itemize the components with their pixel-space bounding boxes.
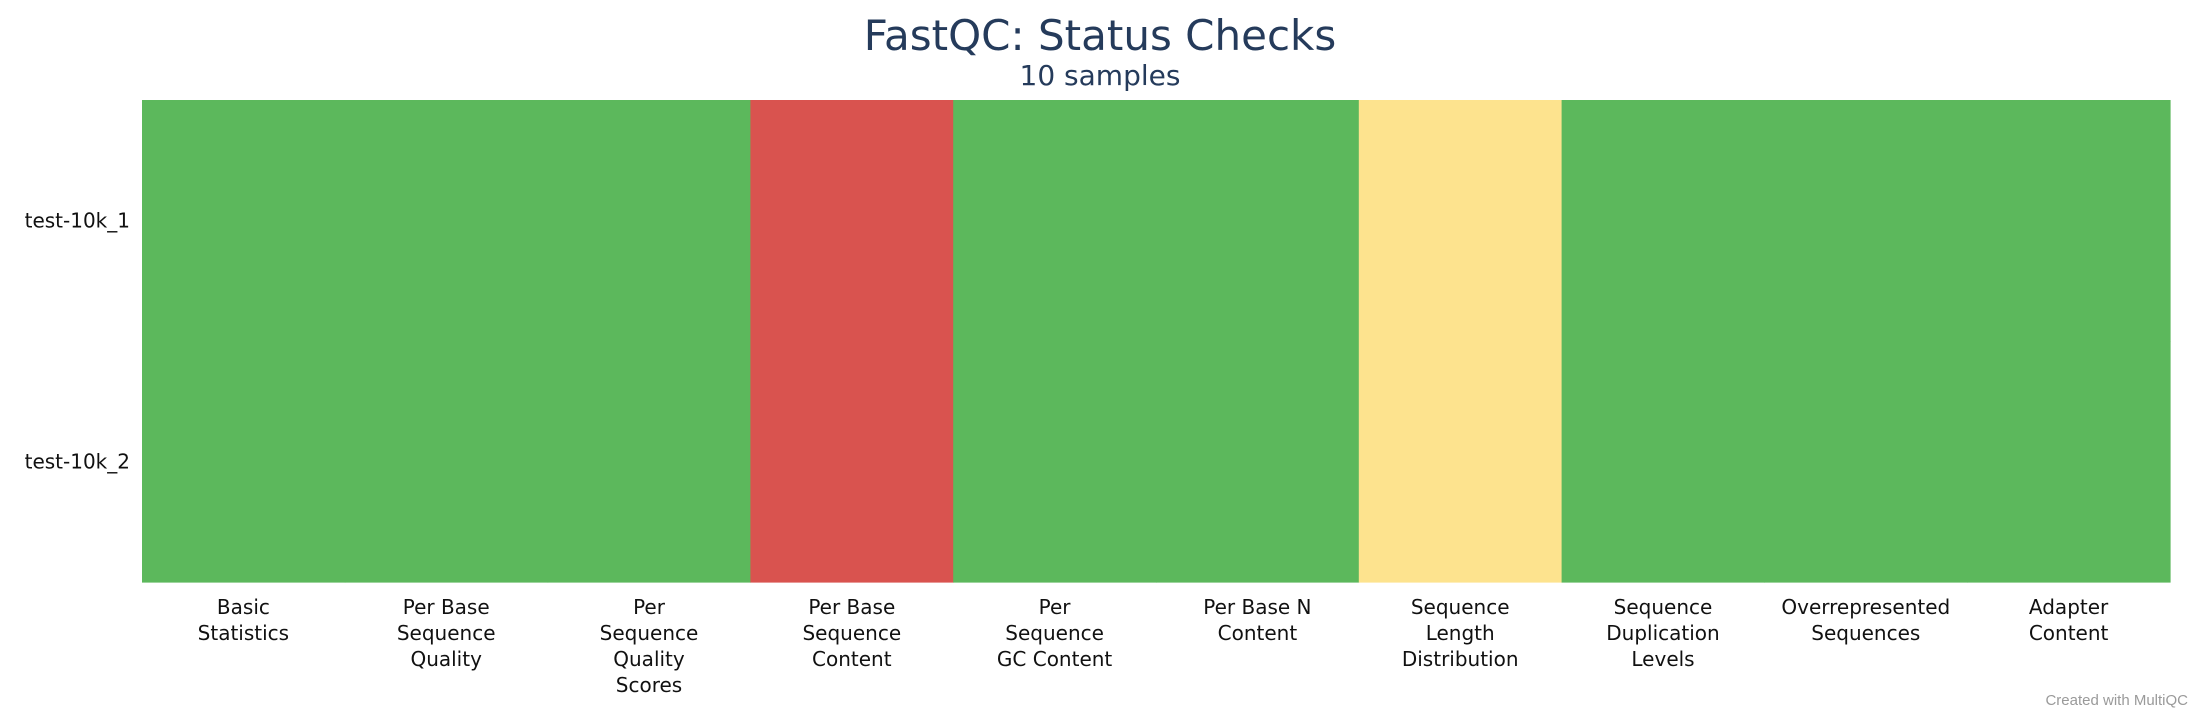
check-label: Sequence Length Distribution — [1402, 595, 1519, 671]
heatmap-cell[interactable] — [1561, 100, 1765, 342]
sample-label: test-10k_2 — [25, 450, 130, 474]
heatmap-cell[interactable] — [547, 100, 751, 342]
heatmap-cell[interactable] — [1561, 341, 1765, 583]
check-labels: Basic Statistics Per Base Sequence Quality Pe… — [198, 595, 2109, 697]
heatmap-cell[interactable] — [1967, 100, 2171, 342]
chart-subtitle: 10 samples — [1020, 59, 1181, 92]
credit-text: Created with MultiQC — [2045, 692, 2188, 709]
check-label: Per Base N Content — [1203, 595, 1311, 645]
heatmap-cell[interactable] — [750, 100, 954, 342]
check-label: Overrepresented Sequences — [1781, 595, 1950, 645]
heatmap-cell[interactable] — [1764, 100, 1968, 342]
chart-title: FastQC: Status Checks — [864, 11, 1337, 60]
heatmap-cell[interactable] — [953, 100, 1157, 342]
check-label: Adapter Content — [2029, 595, 2109, 645]
check-label: Per Sequence GC Content — [997, 595, 1113, 671]
heatmap-cell[interactable] — [142, 100, 346, 342]
heatmap-cell[interactable] — [1967, 341, 2171, 583]
heatmap-cell[interactable] — [142, 341, 346, 583]
heatmap-cell[interactable] — [1358, 341, 1563, 583]
check-label: Sequence Duplication Levels — [1606, 595, 1719, 671]
heatmap-cell[interactable] — [344, 100, 549, 342]
check-label: Basic Statistics — [198, 595, 289, 645]
heatmap-cell[interactable] — [1764, 341, 1968, 583]
check-label: Per Base Sequence Content — [802, 595, 901, 671]
sample-labels: test-10k_1 test-10k_2 — [25, 209, 130, 474]
heatmap-cell[interactable] — [344, 341, 549, 583]
heatmap-cell[interactable] — [1156, 341, 1360, 583]
check-label: Per Base Sequence Quality — [397, 595, 496, 671]
heatmap-cell[interactable] — [547, 341, 751, 583]
heatmap-cell[interactable] — [1156, 100, 1360, 342]
heatmap-cell[interactable] — [1358, 100, 1563, 342]
heatmap-cell[interactable] — [750, 341, 954, 583]
heatmap-cells — [142, 100, 2171, 583]
heatmap-cell[interactable] — [953, 341, 1157, 583]
sample-label: test-10k_1 — [25, 209, 130, 233]
check-label: Per Sequence Quality Scores — [600, 595, 699, 697]
